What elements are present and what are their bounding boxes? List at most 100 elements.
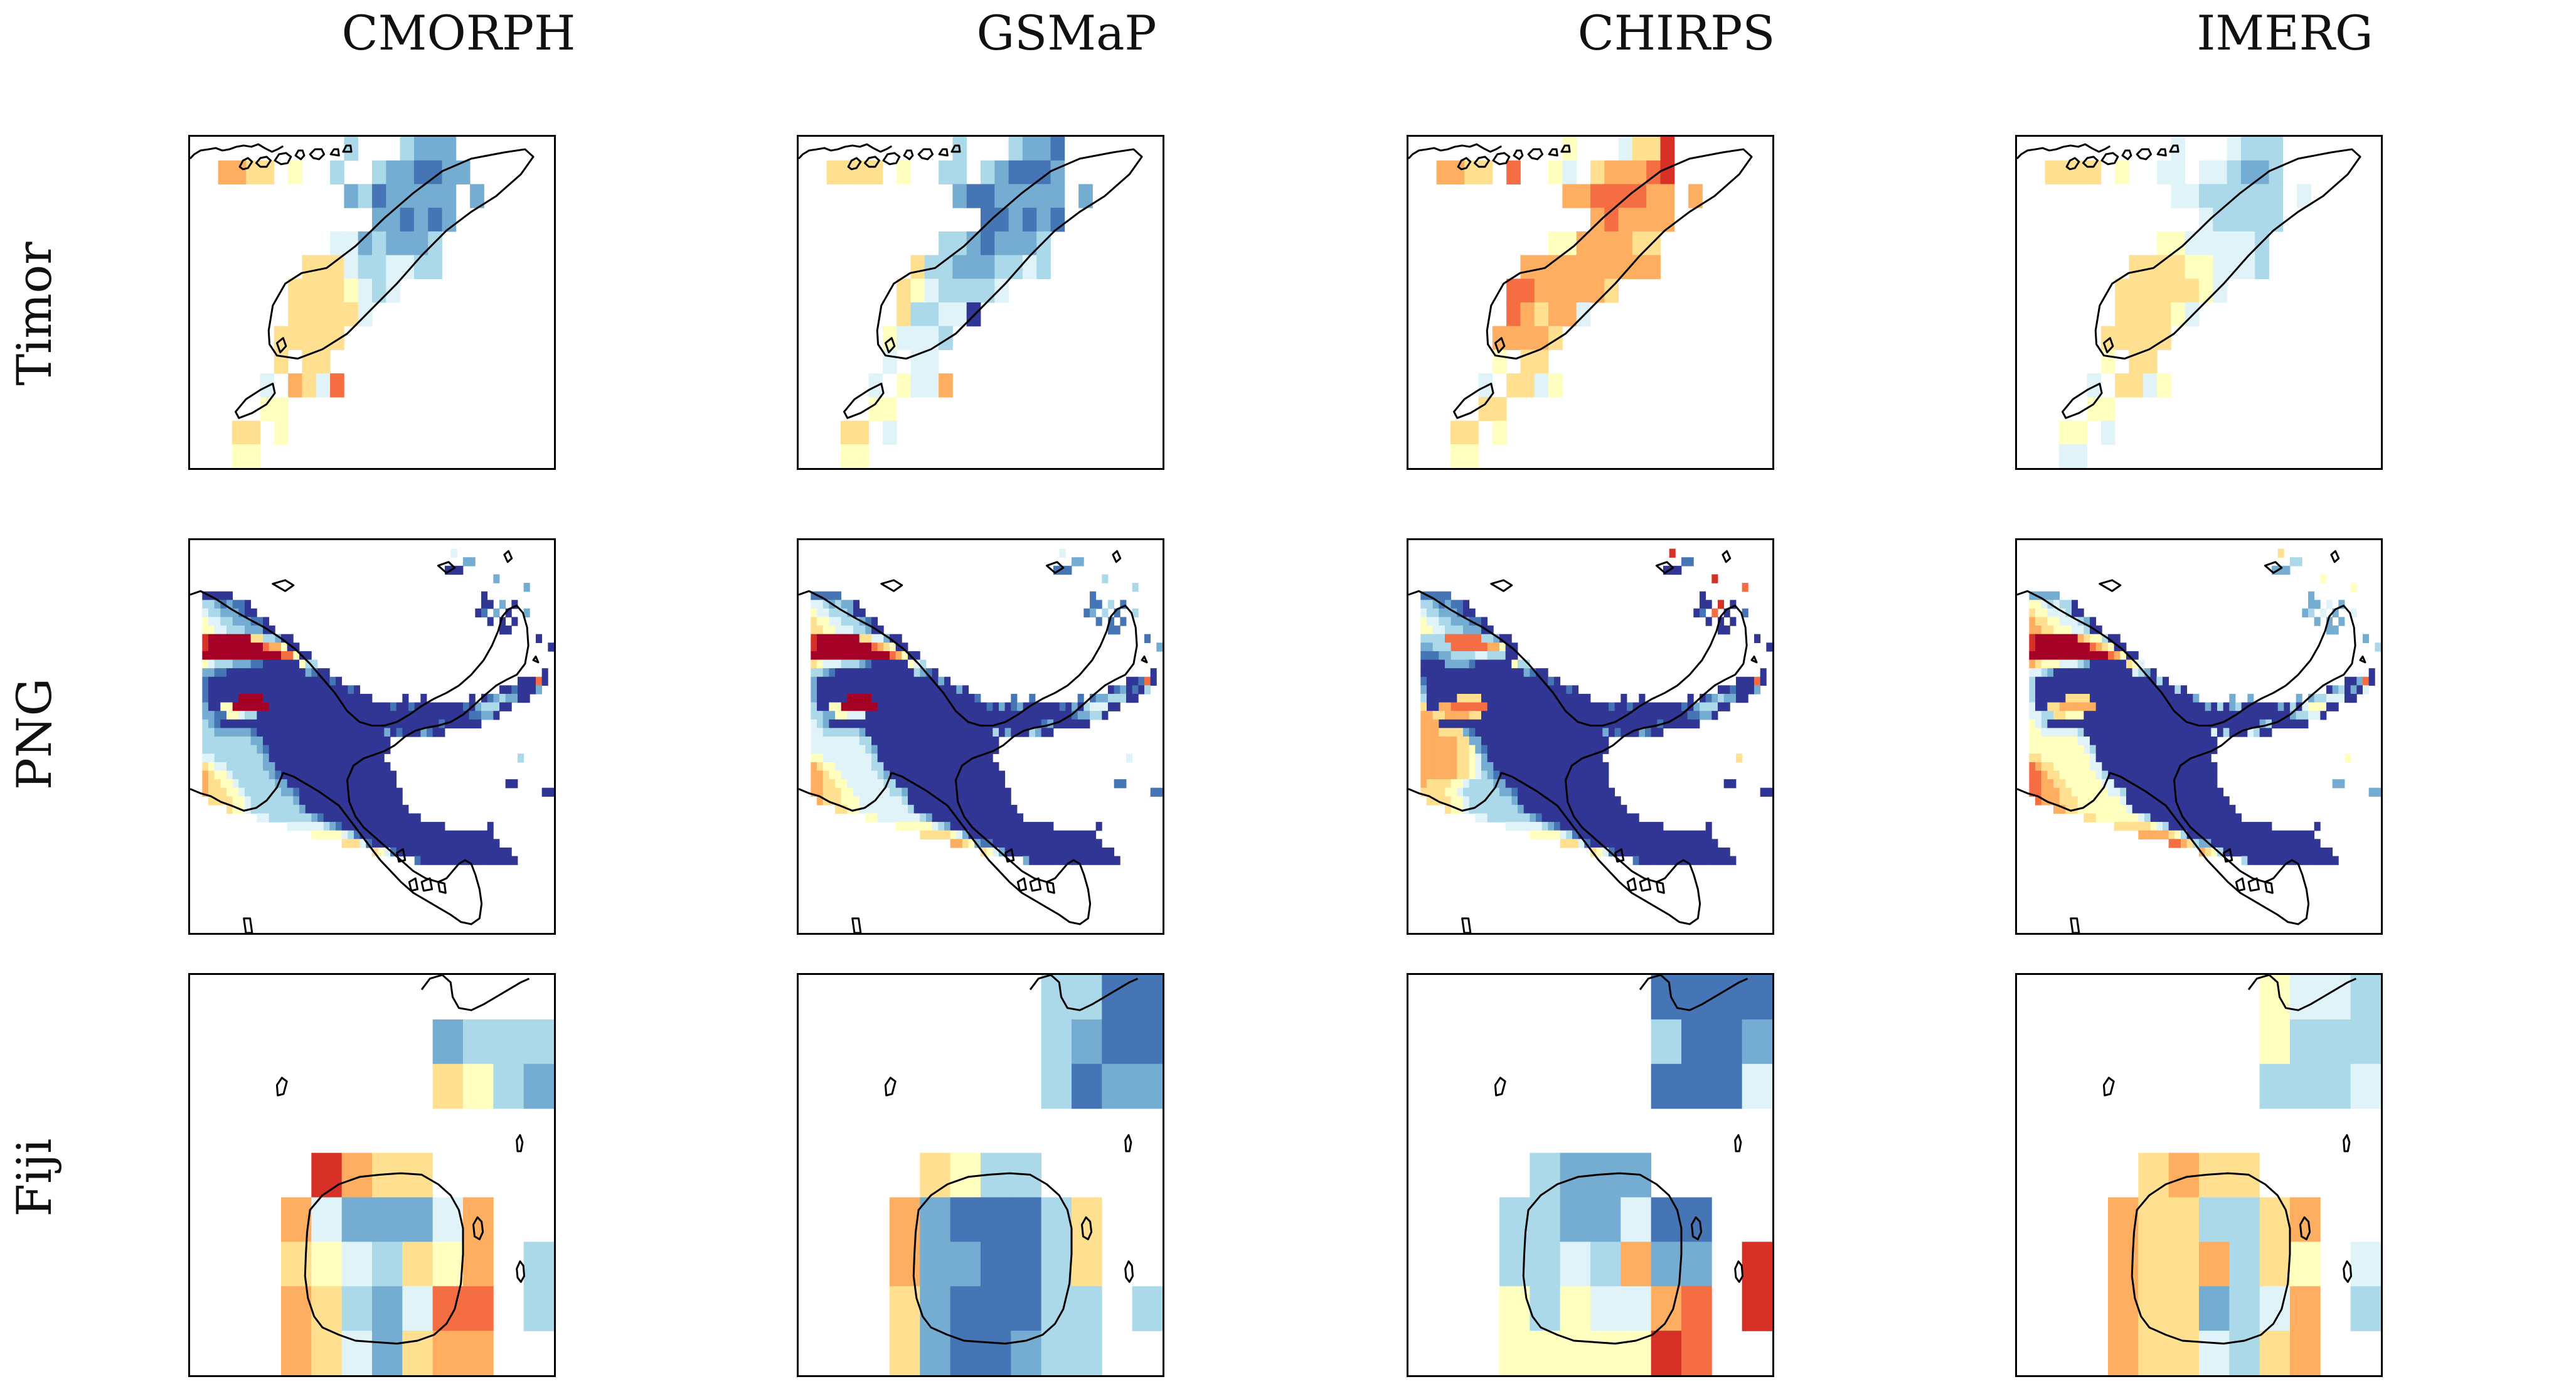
grid-cell <box>481 830 488 840</box>
grid-cell <box>1518 737 1525 746</box>
grid-cell <box>895 651 902 661</box>
grid-cell <box>232 668 239 678</box>
grid-cell <box>890 779 897 789</box>
grid-cell <box>439 728 445 737</box>
coastline-path <box>277 338 286 353</box>
grid-cell <box>2217 813 2224 822</box>
grid-cell <box>2059 728 2066 737</box>
grid-cell <box>1718 625 1725 635</box>
grid-cell <box>835 804 842 814</box>
grid-cell <box>1072 719 1078 729</box>
grid-cell <box>2168 796 2175 806</box>
coastline-path <box>295 151 304 159</box>
grid-cell <box>895 804 902 814</box>
grid-cell <box>2205 779 2211 789</box>
grid-cell <box>2290 711 2297 720</box>
grid-cell <box>263 711 270 720</box>
grid-cell <box>932 702 939 711</box>
grid-cell <box>2041 693 2048 703</box>
grid-cell <box>2142 279 2158 303</box>
grid-cell <box>938 676 945 686</box>
grid-cell <box>1439 634 1445 644</box>
grid-cell <box>232 634 239 644</box>
grid-cell <box>1017 702 1024 711</box>
grid-cell <box>2114 762 2121 772</box>
grid-cell <box>245 651 252 661</box>
precipitation-grid <box>2029 548 2381 865</box>
grid-cell <box>2041 608 2048 618</box>
grid-cell <box>1053 847 1060 857</box>
grid-cell <box>257 753 263 763</box>
grid-cell <box>2132 753 2139 763</box>
grid-cell <box>2090 745 2097 754</box>
grid-cell <box>2217 711 2224 720</box>
grid-cell <box>475 608 482 618</box>
grid-cell <box>2108 745 2115 754</box>
grid-cell <box>2059 676 2066 686</box>
grid-cell <box>908 762 915 772</box>
grid-cell <box>1523 676 1530 686</box>
grid-cell <box>926 762 933 772</box>
grid-cell <box>2120 702 2127 711</box>
grid-cell <box>523 676 530 686</box>
grid-cell <box>413 137 428 161</box>
grid-cell <box>938 753 945 763</box>
grid-cell <box>938 728 945 737</box>
grid-cell <box>2181 779 2188 789</box>
grid-cell <box>238 753 245 763</box>
grid-cell <box>968 813 975 822</box>
grid-cell <box>2290 702 2297 711</box>
grid-cell <box>1560 830 1567 840</box>
grid-cell <box>1475 685 1482 694</box>
grid-cell <box>1632 255 1647 279</box>
grid-cell <box>1584 779 1591 789</box>
grid-cell <box>1590 787 1597 797</box>
grid-cell <box>1041 711 1048 720</box>
grid-cell <box>281 779 288 789</box>
grid-cell <box>336 737 343 746</box>
grid-cell <box>1584 711 1591 720</box>
grid-cell <box>2065 770 2072 780</box>
grid-cell <box>2029 642 2036 652</box>
grid-cell <box>938 737 945 746</box>
grid-cell <box>305 668 312 678</box>
grid-cell <box>1560 711 1567 720</box>
grid-cell <box>226 625 233 635</box>
grid-cell <box>293 685 300 694</box>
grid-cell <box>2163 822 2169 831</box>
grid-cell <box>895 753 902 763</box>
grid-cell <box>835 634 842 644</box>
grid-cell <box>463 1286 494 1331</box>
grid-cell <box>226 796 233 806</box>
grid-cell <box>1596 847 1603 857</box>
grid-cell <box>1632 728 1639 737</box>
grid-cell <box>2084 668 2090 678</box>
grid-cell <box>2047 668 2054 678</box>
grid-cell <box>865 659 872 669</box>
grid-cell <box>348 753 354 763</box>
grid-cell <box>986 770 993 780</box>
grid-cell <box>1481 779 1488 789</box>
grid-cell <box>822 693 829 703</box>
grid-cell <box>420 693 427 703</box>
grid-cell <box>811 745 817 754</box>
grid-cell <box>2332 685 2339 694</box>
grid-cell <box>2163 702 2169 711</box>
grid-cell <box>1639 830 1646 840</box>
grid-cell <box>910 255 925 279</box>
grid-cell <box>1432 659 1439 669</box>
grid-cell <box>2029 651 2036 661</box>
grid-cell <box>330 373 344 398</box>
grid-cell <box>344 184 359 208</box>
grid-cell <box>2077 719 2084 729</box>
grid-cell <box>1499 659 1506 669</box>
grid-cell <box>1541 753 1548 763</box>
grid-cell <box>895 745 902 754</box>
grid-cell <box>432 1242 464 1287</box>
grid-cell <box>1420 702 1427 711</box>
grid-cell <box>817 770 824 780</box>
grid-cell <box>835 651 842 661</box>
grid-cell <box>1029 839 1036 848</box>
grid-cell <box>2350 583 2357 592</box>
grid-cell <box>1554 719 1561 729</box>
